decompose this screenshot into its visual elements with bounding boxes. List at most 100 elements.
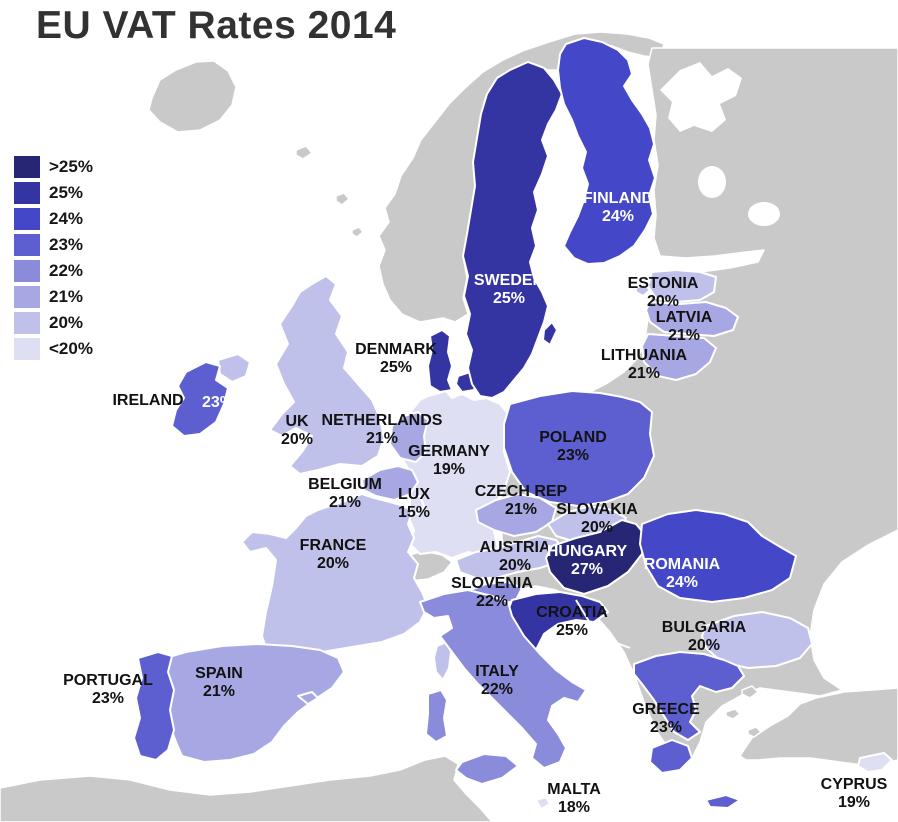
balkan-border-lines — [575, 599, 637, 695]
country-shape-sicily — [455, 753, 519, 785]
country-name: CYPRUS — [820, 776, 888, 793]
country-shape-finland — [557, 37, 656, 265]
country-name: BULGARIA — [661, 619, 747, 636]
legend-row: 21% — [14, 286, 93, 308]
country-rate: 19% — [837, 793, 871, 811]
country-name: ESTONIA — [627, 275, 699, 292]
country-rate: 25% — [379, 358, 413, 376]
vat-rate-legend: >25% 25% 24% 23% 22% 21% 20% <20% — [14, 156, 93, 364]
country-name: AUSTRIA — [479, 539, 551, 556]
country-label-france: FRANCE 20% — [300, 537, 367, 572]
country-label-luxembourg: LUX 15% — [398, 486, 430, 521]
page-title: EU VAT Rates 2014 — [36, 4, 397, 47]
legend-row: 20% — [14, 312, 93, 334]
legend-label: >25% — [49, 157, 93, 176]
country-rate: 23% — [201, 394, 235, 411]
country-label-ireland-name: IRELAND — [112, 392, 183, 410]
shape-aegean-islands — [725, 685, 762, 738]
country-name: GREECE — [632, 701, 700, 718]
country-rate: 20% — [580, 518, 614, 536]
legend-label: 22% — [49, 261, 84, 280]
country-rate: 23% — [649, 718, 683, 736]
country-label-netherlands: NETHERLANDS 21% — [322, 412, 443, 447]
shape-shetland-islands — [335, 192, 364, 238]
country-rate: 21% — [667, 326, 701, 344]
country-shape-denmark-jutland — [427, 329, 453, 393]
country-shape-latvia — [645, 301, 739, 337]
country-rate: 21% — [202, 682, 236, 700]
legend-label: 24% — [49, 209, 84, 228]
country-label-ireland-rate: 23% — [202, 394, 234, 412]
country-rate: 18% — [557, 798, 591, 816]
legend-swatch-20 — [14, 312, 40, 334]
legend-row: 24% — [14, 208, 93, 230]
country-shape-portugal — [133, 651, 175, 761]
country-name: ITALY — [475, 663, 519, 680]
country-label-spain: SPAIN 21% — [195, 665, 243, 700]
country-name: FRANCE — [299, 537, 367, 554]
country-shape-estonia — [647, 269, 717, 303]
country-label-bulgaria: BULGARIA 20% — [662, 619, 746, 654]
lakes — [660, 62, 780, 226]
country-shape-sweden — [462, 61, 563, 399]
country-rate: 22% — [475, 592, 509, 610]
country-rate: 20% — [316, 554, 350, 572]
legend-swatch-gt25 — [14, 156, 40, 178]
shape-turkey — [739, 687, 898, 767]
country-shape-balearic-islands — [297, 691, 319, 705]
country-name: HUNGARY — [546, 543, 628, 560]
legend-label: 25% — [49, 183, 84, 202]
legend-swatch-22 — [14, 260, 40, 282]
country-name: LUX — [398, 486, 430, 503]
legend-label: 23% — [49, 235, 84, 254]
country-name: LITHUANIA — [600, 347, 688, 364]
country-label-poland: POLAND 23% — [539, 429, 607, 464]
country-shape-cyprus — [857, 752, 893, 773]
country-shape-france — [241, 493, 429, 661]
country-name: SPAIN — [195, 665, 243, 682]
legend-row: <20% — [14, 338, 93, 360]
country-rate: 25% — [492, 289, 526, 307]
country-label-uk: UK 20% — [281, 413, 313, 448]
country-label-portugal: PORTUGAL 23% — [63, 672, 153, 707]
country-rate: 27% — [570, 560, 604, 578]
shape-north-africa — [0, 755, 493, 822]
country-shape-ireland — [171, 361, 229, 437]
country-rate: 23% — [556, 446, 590, 464]
country-name: NETHERLANDS — [321, 412, 443, 429]
country-name: DENMARK — [355, 341, 437, 358]
country-shape-italy — [419, 589, 587, 769]
country-shape-peloponnese — [649, 739, 693, 774]
eu-countries — [133, 37, 893, 810]
country-label-lithuania: LITHUANIA 21% — [601, 347, 687, 382]
country-shape-luxembourg — [409, 495, 425, 515]
country-rate: 24% — [665, 573, 699, 591]
country-rate: 20% — [687, 636, 721, 654]
shape-iceland — [148, 60, 237, 133]
country-label-denmark: DENMARK 25% — [355, 341, 437, 376]
country-name: CZECH REP — [474, 483, 568, 500]
country-name: CROATIA — [536, 604, 608, 621]
shape-faroe-islands — [295, 145, 313, 160]
country-rate: 20% — [498, 556, 532, 574]
legend-row: 23% — [14, 234, 93, 256]
country-shape-romania — [639, 509, 797, 603]
country-label-germany: GERMANY 19% — [408, 443, 490, 478]
country-shape-belgium — [361, 465, 419, 501]
country-label-estonia: ESTONIA 20% — [628, 275, 699, 310]
country-rate: 24% — [601, 207, 635, 225]
legend-swatch-21 — [14, 286, 40, 308]
country-name: FINLAND — [582, 190, 654, 207]
legend-swatch-23 — [14, 234, 40, 256]
country-name: IRELAND — [112, 392, 184, 409]
country-name: SLOVENIA — [451, 575, 533, 592]
country-label-slovenia: SLOVENIA 22% — [451, 575, 533, 610]
country-name: POLAND — [539, 429, 607, 446]
country-name: BELGIUM — [308, 476, 382, 493]
country-name: SWEDEN — [473, 272, 545, 289]
country-shape-estonian-islands — [635, 283, 651, 297]
legend-swatch-24 — [14, 208, 40, 230]
country-rate: 25% — [555, 621, 589, 639]
country-shape-hungary — [545, 519, 647, 595]
